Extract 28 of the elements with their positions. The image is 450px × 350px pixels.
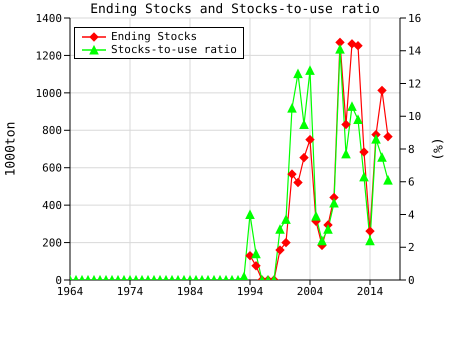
x-tick-label: 2004 <box>296 284 324 298</box>
x-tick-label: 1964 <box>56 284 84 298</box>
y-axis-title: 1000ton <box>4 122 19 176</box>
y-tick-label: 200 <box>42 236 62 250</box>
y2-tick-label: 4 <box>408 208 415 222</box>
y-tick-label: 1400 <box>36 12 62 25</box>
x-tick-label: 1994 <box>236 284 264 298</box>
y2-axis-title: (%) <box>429 137 444 161</box>
y2-tick-label: 12 <box>408 77 422 90</box>
y-tick-label: 600 <box>42 162 62 175</box>
chart-title: Ending Stocks and Stocks-to-use ratio <box>90 2 380 17</box>
legend-label: Ending Stocks <box>111 30 198 43</box>
y2-tick-label: 16 <box>408 12 422 25</box>
y-tick-label: 0 <box>55 274 62 287</box>
x-tick-label: 2014 <box>356 284 384 298</box>
y2-tick-label: 10 <box>408 110 422 124</box>
x-tick-label: 1984 <box>176 284 204 298</box>
y-tick-label: 800 <box>42 124 62 138</box>
y2-tick-label: 2 <box>408 241 415 254</box>
legend-label: Stocks-to-use ratio <box>111 43 237 56</box>
x-tick-label: 1974 <box>116 284 144 298</box>
y2-tick-label: 8 <box>408 142 415 156</box>
y-tick-label: 1000 <box>36 86 62 100</box>
y-tick-label: 400 <box>42 199 62 212</box>
y2-tick-label: 0 <box>408 274 415 287</box>
y2-tick-label: 14 <box>408 44 422 58</box>
y-tick-label: 1200 <box>36 49 62 62</box>
y2-tick-label: 6 <box>408 176 415 189</box>
